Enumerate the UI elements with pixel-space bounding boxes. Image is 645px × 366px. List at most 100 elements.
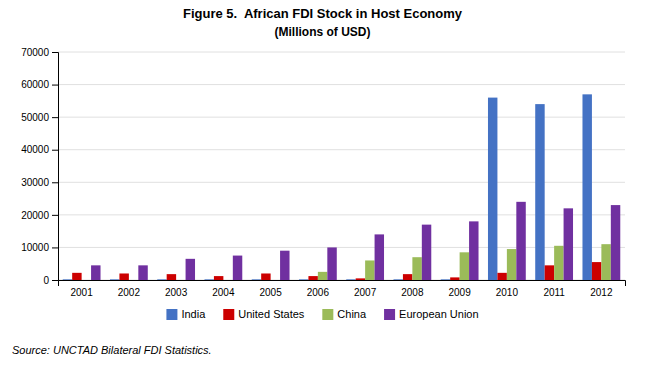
bar	[119, 273, 128, 280]
bar	[186, 259, 195, 280]
x-tick: 2010	[496, 287, 519, 298]
bar	[497, 273, 506, 280]
x-tick: 2002	[118, 287, 141, 298]
bar	[460, 252, 469, 280]
legend-label: China	[337, 308, 367, 320]
bar	[601, 244, 610, 280]
bar-series	[91, 202, 620, 280]
bar	[611, 205, 620, 280]
legend-label: United States	[238, 308, 305, 320]
bar	[582, 94, 591, 280]
legend: India United States China European Union	[166, 308, 478, 320]
bar	[375, 234, 384, 280]
bar	[488, 98, 497, 280]
y-tick-label: 60000	[21, 79, 49, 90]
x-tick-label: 2004	[212, 287, 235, 298]
y-tick: 70000	[21, 47, 58, 58]
x-tick: 2004	[212, 287, 235, 298]
bar	[271, 280, 280, 281]
x-tick: 2003	[165, 287, 188, 298]
bar	[318, 272, 327, 280]
y-tick: 30000	[21, 177, 58, 188]
y-tick-label: 50000	[21, 112, 49, 123]
bar	[592, 262, 601, 280]
bar	[403, 274, 412, 280]
y-tick-label: 70000	[21, 47, 49, 58]
bar	[91, 265, 100, 280]
x-tick-label: 2012	[590, 287, 613, 298]
bar	[82, 280, 91, 281]
bar	[441, 279, 450, 280]
bar	[365, 260, 374, 280]
bar	[72, 273, 81, 280]
bar	[233, 256, 242, 280]
bar	[176, 280, 185, 281]
y-axis: 0 10000 20000 30000 40000 50000 60000 70000	[21, 47, 58, 286]
bar	[545, 265, 554, 280]
x-tick: 2011	[543, 287, 565, 298]
y-tick-mark	[52, 150, 58, 151]
y-tick-label: 0	[43, 275, 49, 286]
x-tick-label: 2010	[496, 287, 519, 298]
legend-item: China	[322, 308, 367, 320]
y-tick-label: 10000	[21, 242, 49, 253]
legend-item: India	[166, 308, 206, 320]
bar	[157, 279, 166, 280]
y-tick: 0	[43, 275, 58, 286]
y-tick-mark	[52, 117, 58, 118]
bar	[412, 257, 421, 280]
x-tick-label: 2006	[307, 287, 330, 298]
bar	[507, 249, 516, 280]
y-tick-mark	[52, 52, 58, 53]
bar	[280, 251, 289, 280]
bar	[204, 279, 213, 280]
bar-series	[63, 94, 592, 280]
bar	[450, 277, 459, 280]
bar	[422, 225, 431, 280]
bar	[535, 104, 544, 280]
bar	[516, 202, 525, 280]
bar	[252, 279, 261, 280]
legend-item: European Union	[384, 308, 479, 320]
bar	[214, 276, 223, 280]
bars	[63, 94, 621, 280]
x-tick: 2006	[307, 287, 330, 298]
x-tick-label: 2002	[118, 287, 141, 298]
subtitle: (Millions of USD)	[275, 25, 371, 39]
bar	[308, 276, 317, 280]
y-tick: 20000	[21, 210, 58, 221]
x-tick: 2005	[260, 287, 283, 298]
bar	[167, 274, 176, 280]
bar	[223, 280, 232, 281]
x-tick: 2012	[590, 287, 613, 298]
bar	[110, 279, 119, 280]
y-tick-mark	[52, 280, 58, 281]
y-tick-mark	[52, 182, 58, 183]
y-tick: 40000	[21, 144, 58, 155]
plot: 0100002000030000400005000060000700002001…	[21, 47, 625, 298]
y-tick-label: 20000	[21, 210, 49, 221]
bar	[129, 280, 138, 281]
x-tick-label: 2003	[165, 287, 188, 298]
bar	[63, 279, 72, 280]
legend-swatch	[322, 309, 333, 320]
legend-label: European Union	[399, 308, 479, 320]
bar	[393, 279, 402, 280]
grid	[58, 52, 625, 280]
x-axis: 2001200220032004200520062007200820092010…	[59, 281, 626, 299]
x-tick-label: 2011	[543, 287, 565, 298]
x-tick-label: 2008	[401, 287, 424, 298]
y-tick: 50000	[21, 112, 58, 123]
legend-swatch	[166, 309, 177, 320]
legend-swatch	[384, 309, 395, 320]
annotation: Source: UNCTAD Bilateral FDI Statistics.	[12, 344, 212, 356]
bar	[346, 279, 355, 280]
x-tick: 2009	[449, 287, 472, 298]
bar	[138, 265, 147, 280]
x-tick-label: 2005	[260, 287, 283, 298]
y-tick: 60000	[21, 79, 58, 90]
x-axis-line	[59, 281, 626, 287]
bar	[469, 221, 478, 280]
bar	[554, 246, 563, 280]
bar	[564, 208, 573, 280]
